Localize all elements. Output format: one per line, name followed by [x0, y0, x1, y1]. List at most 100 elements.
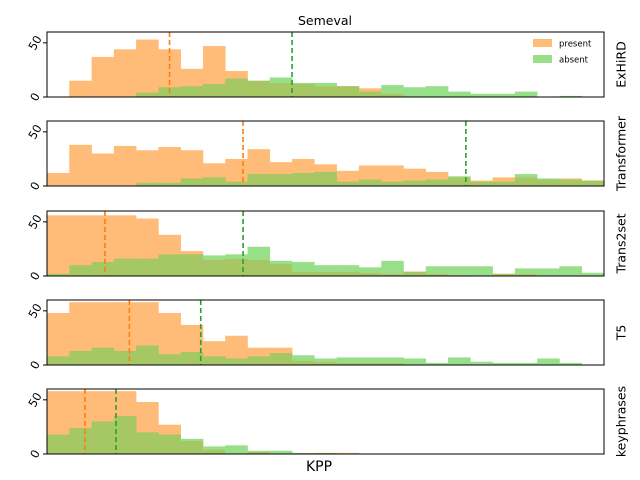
panel-label: T5 [613, 325, 628, 342]
overlap-bar [247, 451, 271, 454]
absent-bar [269, 77, 293, 83]
absent-bar [448, 91, 471, 97]
overlap-bar [336, 271, 360, 276]
overlap-bar [358, 179, 382, 186]
overlap-bar [158, 354, 181, 365]
overlap-bar [492, 181, 516, 186]
absent-bar [314, 358, 337, 362]
panel-label: keyphrases [613, 386, 628, 457]
absent-bar [247, 450, 271, 452]
absent-bar [470, 361, 493, 365]
absent-bar [470, 266, 493, 276]
present-bar [136, 39, 159, 97]
overlap-bar [91, 421, 115, 454]
overlap-bar [292, 84, 315, 97]
overlap-bar [448, 177, 471, 186]
absent-bar [292, 261, 315, 272]
overlap-bar [269, 174, 293, 186]
legend: present absent [533, 39, 592, 66]
present-bar [180, 150, 204, 186]
present-bar [225, 158, 248, 186]
present-bar [91, 215, 115, 276]
overlap-bar [180, 178, 204, 186]
overlap-bar [292, 360, 315, 365]
overlap-bar [292, 271, 315, 276]
overlap-bar [336, 362, 360, 365]
y-tick-label: 0 [27, 447, 43, 460]
present-bar [113, 302, 137, 365]
absent-bar [225, 254, 248, 259]
overlap-bar [91, 261, 115, 276]
overlap-bar [269, 353, 293, 365]
overlap-bar [113, 350, 137, 365]
panel-t5: 0 50 T5 [25, 299, 628, 372]
overlap-bar [492, 273, 516, 276]
overlap-bar [69, 428, 92, 454]
absent-bar [381, 260, 404, 274]
absent-bar [202, 446, 226, 450]
y-tick-label: 0 [27, 358, 43, 371]
absent-bar [358, 357, 382, 363]
absent-bar [202, 255, 226, 260]
present-bar [47, 215, 70, 276]
present-bar [158, 313, 181, 365]
panel-frame [46, 299, 605, 366]
overlap-bar [314, 361, 337, 365]
overlap-bar [358, 362, 382, 365]
y-tick-label: 50 [25, 301, 44, 321]
panel-label: Trans2set [613, 213, 628, 274]
absent-bar [292, 82, 315, 84]
absent-bar [247, 246, 271, 260]
absent-bar [492, 362, 516, 365]
panel-frame [46, 388, 605, 455]
overlap-bar [314, 171, 337, 186]
absent-bar [514, 91, 538, 97]
absent-bar [403, 87, 427, 97]
overlap-bar [225, 181, 248, 186]
absent-bar [403, 358, 427, 365]
overlap-bar [247, 356, 271, 365]
present-bar [113, 145, 137, 186]
legend-absent-label: absent [559, 56, 589, 66]
absent-bar [225, 445, 248, 454]
y-tick-label: 50 [25, 390, 44, 410]
legend-present-label: present [559, 40, 592, 50]
present-bar [47, 173, 70, 186]
legend-present-swatch [533, 39, 552, 47]
absent-bar [514, 362, 538, 365]
present-bar [158, 147, 181, 186]
absent-bar [314, 82, 337, 87]
y-tick-label: 0 [27, 179, 43, 192]
overlap-bar [269, 264, 293, 276]
overlap-bar [381, 93, 404, 97]
y-tick-label: 0 [27, 90, 43, 103]
absent-bar [559, 362, 583, 365]
present-bar [91, 153, 115, 186]
y-tick-label: 50 [25, 122, 44, 142]
overlap-bar [202, 177, 226, 186]
absent-bar [292, 452, 315, 454]
absent-bar [336, 357, 360, 363]
overlap-bar [136, 432, 159, 454]
panel-label: ExHiRD [613, 41, 628, 87]
absent-bar [425, 362, 449, 365]
overlap-bar [247, 259, 271, 276]
absent-bar [537, 358, 560, 365]
absent-bar [336, 265, 360, 272]
absent-bar [492, 93, 516, 97]
panel-frame [46, 120, 605, 187]
present-bar [91, 56, 115, 97]
panel-trans2set: 0 50 Trans2set [25, 210, 628, 283]
overlap-bar [202, 84, 226, 97]
overlap-bar [47, 273, 70, 276]
overlap-bar [470, 181, 493, 186]
overlap-bar [314, 86, 337, 97]
overlap-bar [425, 273, 449, 276]
overlap-bar [381, 362, 404, 365]
overlap-bar [113, 416, 137, 454]
overlap-bar [113, 258, 137, 276]
overlap-bar [269, 82, 293, 97]
absent-bar [358, 267, 382, 273]
absent-bar [180, 438, 204, 441]
overlap-bar [136, 92, 159, 97]
